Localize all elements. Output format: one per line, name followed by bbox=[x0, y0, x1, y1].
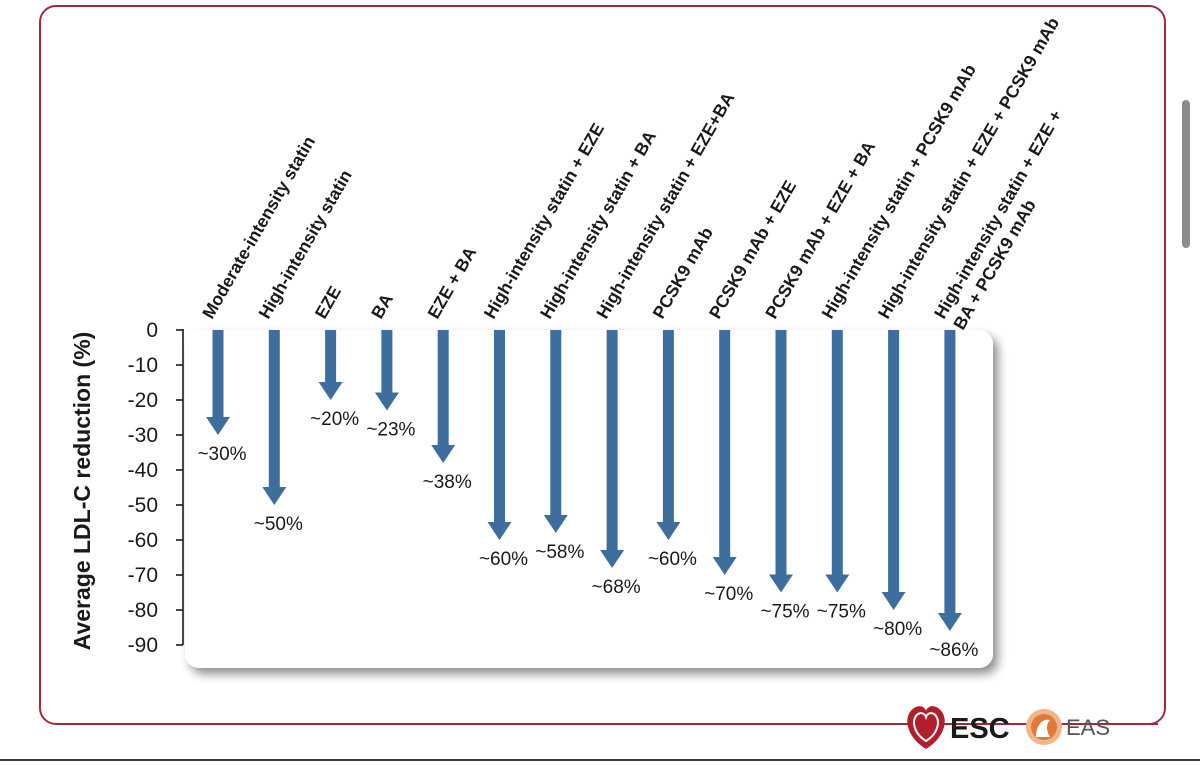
data-label: ~30% bbox=[197, 444, 246, 465]
data-label: ~80% bbox=[873, 619, 922, 640]
reduction-arrow bbox=[600, 330, 625, 568]
y-tick-label: -20 bbox=[128, 389, 158, 412]
data-label: ~75% bbox=[760, 602, 809, 623]
reduction-arrow bbox=[431, 330, 456, 463]
reduction-arrow bbox=[543, 330, 568, 533]
data-label: ~60% bbox=[479, 549, 528, 570]
reduction-arrow bbox=[825, 330, 850, 593]
y-tick-label: -50 bbox=[128, 494, 158, 517]
data-label: ~50% bbox=[254, 514, 303, 535]
esc-logo-text: ESC bbox=[950, 713, 1010, 745]
esc-heart-icon bbox=[907, 706, 945, 749]
reduction-arrow bbox=[937, 330, 962, 631]
data-label: ~38% bbox=[423, 472, 472, 493]
data-label: ~20% bbox=[310, 409, 359, 430]
y-tick-label: -10 bbox=[128, 354, 158, 377]
y-axis: 0 -10 -20 -30 -40 -50 -60 -70 -80 -90 Average LDL… bbox=[69, 319, 184, 657]
y-tick-label: -40 bbox=[128, 459, 158, 482]
y-tick-label: -30 bbox=[128, 424, 158, 447]
y-tick-label: -60 bbox=[128, 529, 158, 552]
data-label: ~70% bbox=[704, 584, 753, 605]
bottom-divider bbox=[0, 759, 1200, 761]
eas-logo-text: EAS bbox=[1066, 715, 1110, 740]
data-label: ~75% bbox=[817, 602, 866, 623]
reduction-arrow bbox=[769, 330, 793, 593]
arrow-series bbox=[206, 330, 962, 631]
y-tick-label: -80 bbox=[128, 599, 158, 622]
reduction-arrow bbox=[881, 330, 906, 610]
data-labels: ~30% ~50% ~20% ~23% ~38% ~60% ~58% ~68% ~60% ~70%… bbox=[197, 409, 978, 661]
reduction-arrow bbox=[318, 330, 343, 400]
data-label: ~23% bbox=[366, 420, 415, 441]
data-label: ~58% bbox=[535, 542, 584, 563]
reduction-arrow bbox=[262, 330, 287, 505]
plot-panel bbox=[185, 330, 993, 668]
y-tick-label: -90 bbox=[128, 634, 158, 657]
reduction-arrow bbox=[206, 330, 230, 435]
y-tick-label: -70 bbox=[128, 564, 158, 587]
data-label: ~68% bbox=[592, 577, 641, 598]
logo-area: ESC EAS bbox=[856, 706, 1158, 749]
reduction-arrow bbox=[712, 330, 737, 575]
reduction-arrow bbox=[487, 330, 512, 540]
y-tick-label: 0 bbox=[146, 319, 158, 342]
data-label: ~86% bbox=[929, 640, 978, 661]
reduction-arrow bbox=[374, 330, 399, 411]
eas-emblem-icon bbox=[1026, 709, 1062, 745]
y-axis-title: Average LDL-C reduction (%) bbox=[69, 332, 95, 651]
reduction-arrow bbox=[656, 330, 681, 540]
scrollbar[interactable] bbox=[1182, 100, 1190, 248]
data-label: ~60% bbox=[648, 549, 697, 570]
